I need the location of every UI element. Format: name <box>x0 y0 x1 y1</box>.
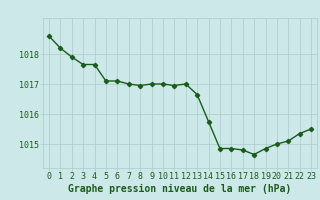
X-axis label: Graphe pression niveau de la mer (hPa): Graphe pression niveau de la mer (hPa) <box>68 184 292 194</box>
